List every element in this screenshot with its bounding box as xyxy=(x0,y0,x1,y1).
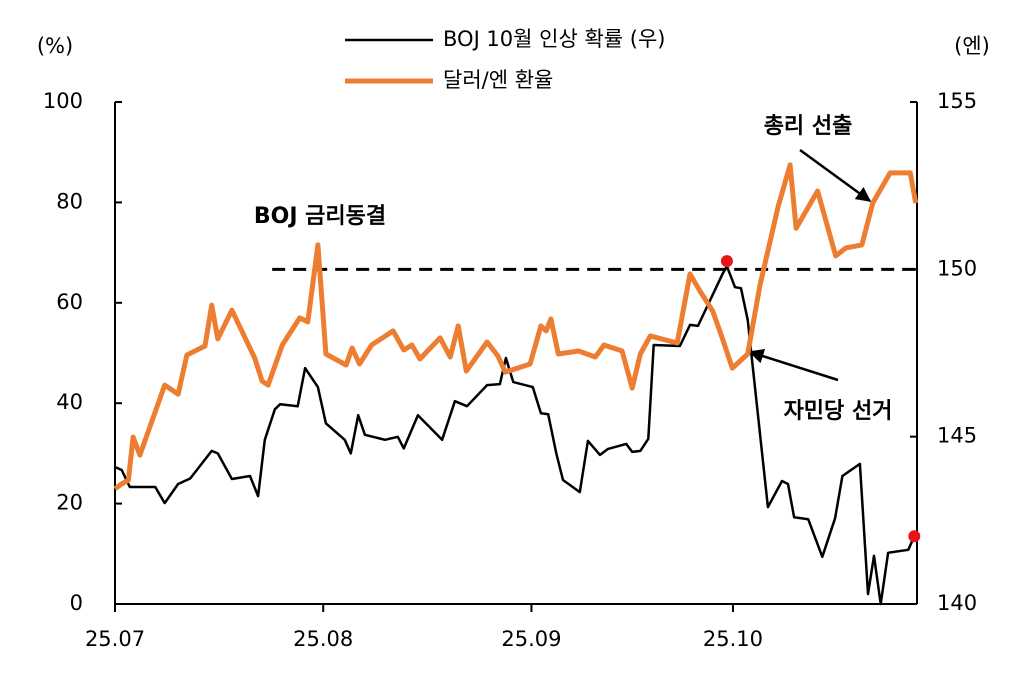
series-line xyxy=(114,264,916,606)
series-line xyxy=(113,162,919,491)
highlight-point xyxy=(720,255,733,268)
x-tick-label: 25.10 xyxy=(703,627,763,651)
y-tick-label: 80 xyxy=(56,189,83,213)
annotation: BOJ 금리동결 xyxy=(254,204,386,229)
y-tick-label: 40 xyxy=(56,390,83,414)
x-tick-label: 25.07 xyxy=(85,627,145,651)
legend-label: 달러/엔 환율 xyxy=(443,68,553,92)
y2-tick-label: 155 xyxy=(937,89,977,113)
x-tick-label: 25.08 xyxy=(293,627,353,651)
x-tick-label: 25.09 xyxy=(501,627,561,651)
y-tick-label: 20 xyxy=(56,491,83,515)
legend-label: BOJ 10월 인상 확률 (우) xyxy=(443,27,666,51)
annotation: 총리 선출 xyxy=(764,114,853,139)
y2-axis-unit: (엔) xyxy=(954,34,990,58)
y2-tick-label: 145 xyxy=(937,424,977,448)
y-tick-label: 60 xyxy=(56,290,83,314)
y-tick-label: 0 xyxy=(70,591,83,615)
y2-tick-label: 140 xyxy=(937,591,977,615)
arrow xyxy=(799,148,872,203)
highlight-point xyxy=(908,530,921,543)
arrow xyxy=(748,348,839,382)
annotation: 자민당 선거 xyxy=(784,399,893,424)
y2-tick-label: 150 xyxy=(937,256,977,280)
y-tick-label: 100 xyxy=(43,89,83,113)
y-axis-unit: (%) xyxy=(37,34,73,58)
